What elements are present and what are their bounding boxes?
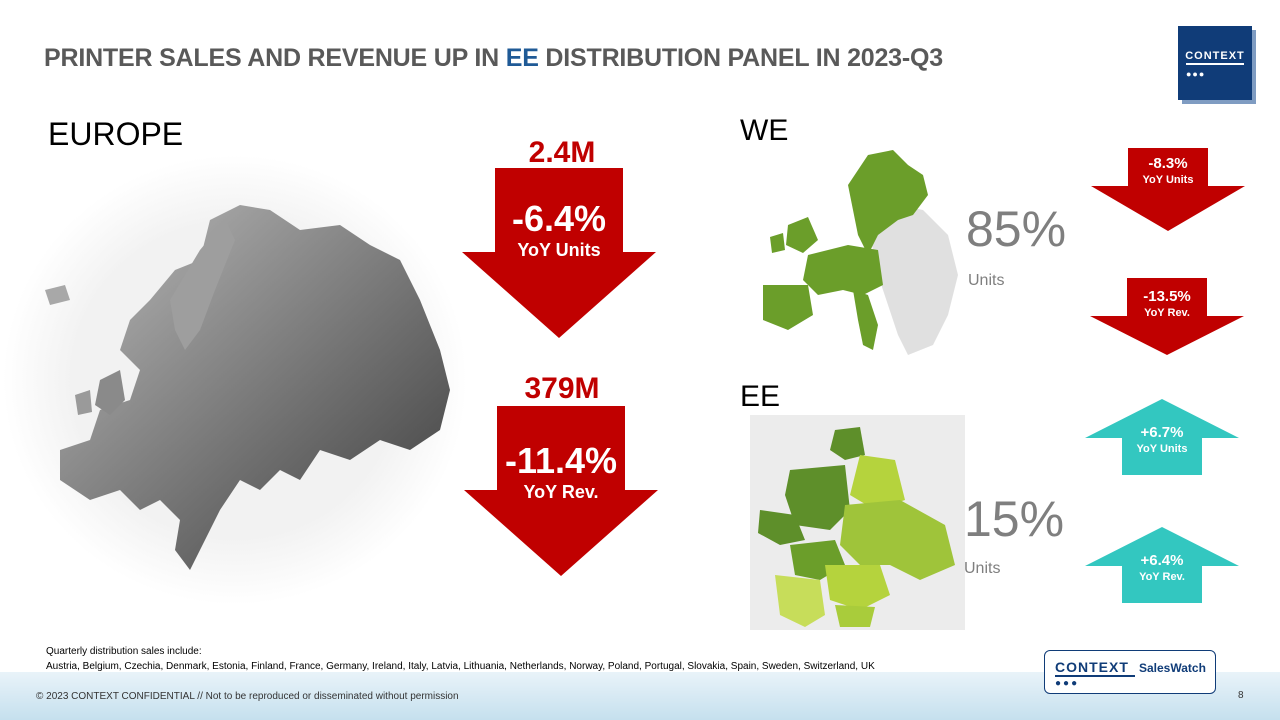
we-units-down-arrow	[1091, 148, 1245, 231]
we-map-scandinavia	[848, 150, 928, 255]
we-map-east-grey	[868, 205, 958, 355]
page-number: 8	[1238, 690, 1244, 701]
europe-landmass	[60, 205, 450, 570]
europe-label: EUROPE	[48, 116, 184, 152]
uk-shape	[95, 370, 125, 415]
we-map-ireland	[770, 233, 785, 253]
ee-revenue-caption: YoY Rev.	[1139, 571, 1185, 583]
footnote-heading: Quarterly distribution sales include:	[46, 646, 202, 657]
title-highlight: EE	[505, 44, 539, 72]
saleswatch-logo: CONTEXT ●●● SalesWatch	[1044, 650, 1216, 694]
ee-revenue-change-value: +6.4%	[1140, 552, 1184, 569]
europe-revenue-value: 379M	[524, 372, 600, 405]
europe-units-change: -6.4% YoY Units	[460, 198, 658, 261]
saleswatch-brand: CONTEXT	[1055, 659, 1129, 675]
ee-map-balkans	[775, 575, 825, 627]
ee-share-unit: Units	[964, 560, 1001, 577]
we-revenue-change-value: -13.5%	[1143, 288, 1191, 305]
we-units-change-value: -8.3%	[1148, 155, 1188, 172]
ee-units-up-arrow	[1085, 399, 1239, 475]
footnote: Quarterly distribution sales include: Au…	[46, 644, 875, 674]
europe-units-value: 2.4M	[528, 136, 596, 169]
europe-revenue-down-arrow	[464, 406, 658, 576]
we-units-caption: YoY Units	[1142, 174, 1194, 186]
saleswatch-dots: ●●●	[1055, 678, 1080, 689]
footnote-country-list: Austria, Belgium, Czechia, Denmark, Esto…	[46, 661, 875, 672]
ee-revenue-up-arrow	[1085, 527, 1239, 603]
ee-label: EE	[740, 380, 781, 413]
we-map-uk	[786, 217, 818, 253]
saleswatch-underline	[1055, 675, 1135, 677]
ee-map-belarus	[850, 455, 905, 510]
iceland-shape	[45, 285, 70, 305]
we-map-central	[803, 245, 883, 295]
ee-units-change: +6.7% YoY Units	[1112, 424, 1212, 455]
title-text: PRINTER SALES AND REVENUE UP IN	[44, 44, 506, 72]
scandinavia-shape	[170, 220, 235, 350]
ireland-shape	[75, 390, 92, 415]
europe-units-down-arrow	[462, 168, 656, 338]
we-share-unit: Units	[968, 272, 1005, 289]
ee-units-change-value: +6.7%	[1140, 424, 1184, 441]
europe-map	[3, 155, 467, 605]
copyright-text: © 2023 CONTEXT CONFIDENTIAL // Not to be…	[36, 691, 459, 702]
title-text-end: DISTRIBUTION PANEL IN 2023-Q3	[538, 44, 943, 72]
logo-underline	[1186, 63, 1244, 65]
ee-map-bulgaria	[835, 605, 875, 627]
we-revenue-down-arrow	[1090, 278, 1244, 355]
we-map	[748, 145, 966, 360]
ee-share: 15%	[964, 491, 1065, 547]
we-label: WE	[740, 114, 789, 147]
logo-dots: ●●●	[1186, 69, 1206, 79]
we-revenue-caption: YoY Rev.	[1144, 307, 1190, 319]
slide-title: PRINTER SALES AND REVENUE UP IN EE DISTR…	[44, 44, 943, 73]
ee-revenue-change: +6.4% YoY Rev.	[1112, 552, 1212, 583]
logo-text: CONTEXT	[1185, 50, 1245, 62]
ee-map-romania	[825, 565, 890, 610]
ee-map-poland	[785, 465, 850, 530]
ee-map-ukraine	[840, 500, 955, 580]
europe-revenue-caption: YoY Rev.	[523, 482, 599, 502]
ee-map-czechia	[758, 510, 805, 545]
ee-map-baltics	[830, 427, 865, 460]
ee-map	[750, 415, 965, 630]
europe-units-caption: YoY Units	[517, 240, 601, 260]
we-units-change: -8.3% YoY Units	[1118, 155, 1218, 186]
europe-revenue-change-value: -11.4%	[504, 440, 618, 481]
ee-units-caption: YoY Units	[1136, 443, 1188, 455]
we-map-iberia	[763, 285, 813, 330]
context-logo: CONTEXT ●●●	[1178, 26, 1252, 100]
we-revenue-change: -13.5% YoY Rev.	[1117, 288, 1217, 319]
europe-revenue-change: -11.4% YoY Rev.	[462, 440, 660, 503]
we-map-italy	[853, 290, 878, 350]
we-share: 85%	[966, 201, 1067, 257]
europe-units-change-value: -6.4%	[511, 198, 607, 239]
saleswatch-product: SalesWatch	[1139, 661, 1206, 675]
